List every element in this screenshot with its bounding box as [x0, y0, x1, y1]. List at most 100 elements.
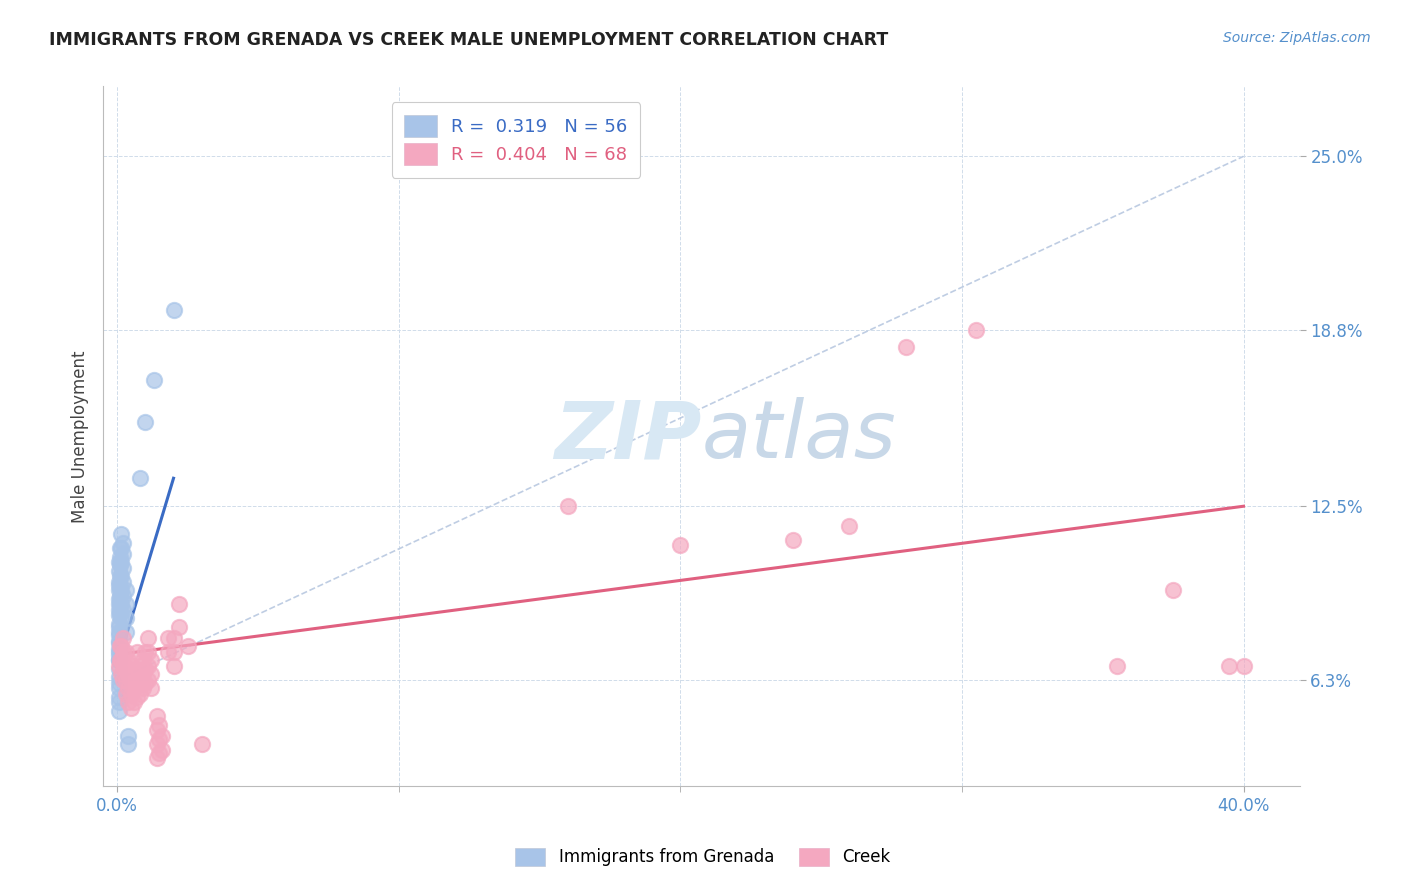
Point — [108, 645, 131, 659]
Point — [190, 737, 212, 751]
Point — [128, 471, 150, 485]
Point — [108, 569, 131, 583]
Point — [108, 658, 131, 673]
Point — [145, 723, 167, 738]
Point — [111, 547, 134, 561]
Legend: Immigrants from Grenada, Creek: Immigrants from Grenada, Creek — [509, 841, 897, 873]
Point — [107, 616, 129, 631]
Point — [125, 675, 148, 690]
Point — [108, 636, 131, 650]
Point — [114, 645, 136, 659]
Point — [782, 533, 804, 547]
Point — [110, 639, 132, 653]
Point — [114, 597, 136, 611]
Point — [965, 323, 987, 337]
Point — [110, 667, 132, 681]
Point — [139, 653, 162, 667]
Point — [108, 555, 131, 569]
Text: atlas: atlas — [702, 397, 896, 475]
Point — [108, 589, 131, 603]
Point — [108, 558, 131, 572]
Point — [108, 606, 131, 620]
Point — [110, 611, 132, 625]
Point — [110, 569, 132, 583]
Point — [136, 658, 159, 673]
Point — [120, 687, 142, 701]
Point — [134, 675, 156, 690]
Point — [145, 709, 167, 723]
Point — [117, 695, 139, 709]
Point — [110, 527, 132, 541]
Text: IMMIGRANTS FROM GRENADA VS CREEK MALE UNEMPLOYMENT CORRELATION CHART: IMMIGRANTS FROM GRENADA VS CREEK MALE UN… — [49, 31, 889, 49]
Point — [107, 662, 129, 676]
Point — [117, 729, 139, 743]
Point — [107, 653, 129, 667]
Point — [128, 687, 150, 701]
Point — [1232, 658, 1254, 673]
Point — [148, 746, 170, 760]
Point — [150, 729, 173, 743]
Point — [838, 518, 860, 533]
Point — [557, 500, 579, 514]
Point — [111, 658, 134, 673]
Point — [167, 619, 190, 633]
Point — [107, 625, 129, 640]
Point — [148, 717, 170, 731]
Point — [136, 673, 159, 687]
Point — [122, 695, 145, 709]
Point — [142, 373, 165, 387]
Point — [148, 731, 170, 746]
Point — [156, 645, 179, 659]
Point — [107, 690, 129, 704]
Point — [134, 662, 156, 676]
Text: Source: ZipAtlas.com: Source: ZipAtlas.com — [1223, 31, 1371, 45]
Point — [134, 415, 156, 429]
Point — [107, 670, 129, 684]
Point — [107, 603, 129, 617]
Point — [156, 631, 179, 645]
Point — [122, 681, 145, 695]
Point — [125, 645, 148, 659]
Point — [108, 541, 131, 556]
Point — [108, 597, 131, 611]
Point — [108, 653, 131, 667]
Point — [107, 675, 129, 690]
Point — [136, 631, 159, 645]
Point — [117, 737, 139, 751]
Point — [111, 561, 134, 575]
Point — [107, 681, 129, 695]
Point — [107, 642, 129, 657]
Point — [1218, 658, 1240, 673]
Point — [108, 583, 131, 598]
Point — [108, 597, 131, 611]
Point — [108, 639, 131, 653]
Text: ZIP: ZIP — [554, 397, 702, 475]
Point — [110, 555, 132, 569]
Point — [136, 645, 159, 659]
Point — [167, 597, 190, 611]
Point — [1105, 658, 1128, 673]
Point — [114, 673, 136, 687]
Y-axis label: Male Unemployment: Male Unemployment — [72, 350, 89, 523]
Point — [117, 681, 139, 695]
Point — [162, 303, 184, 318]
Point — [176, 639, 198, 653]
Point — [162, 645, 184, 659]
Point — [111, 631, 134, 645]
Point — [162, 658, 184, 673]
Point — [1161, 583, 1184, 598]
Point — [145, 751, 167, 765]
Point — [128, 673, 150, 687]
Point — [111, 645, 134, 659]
Legend: R =  0.319   N = 56, R =  0.404   N = 68: R = 0.319 N = 56, R = 0.404 N = 68 — [392, 103, 640, 178]
Point — [125, 662, 148, 676]
Point — [108, 619, 131, 633]
Point — [107, 577, 129, 591]
Point — [108, 608, 131, 623]
Point — [139, 667, 162, 681]
Point — [669, 538, 692, 552]
Point — [120, 658, 142, 673]
Point — [111, 603, 134, 617]
Point — [110, 541, 132, 556]
Point — [122, 667, 145, 681]
